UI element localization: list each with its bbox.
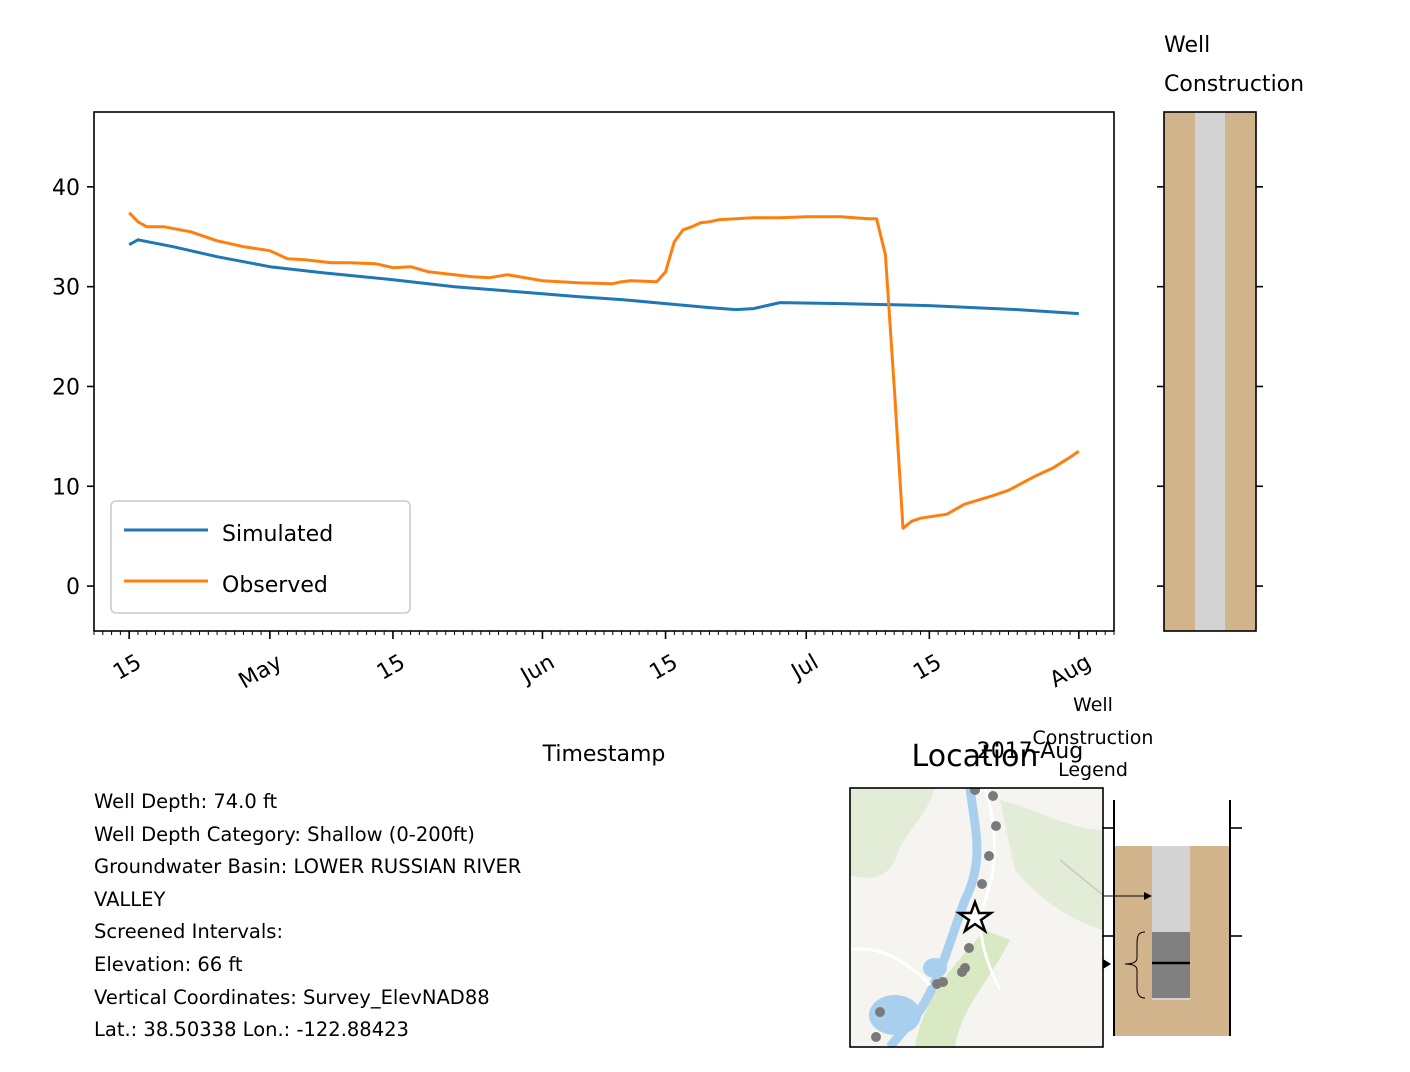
legend-panel-title-line2: Construction <box>1033 727 1154 749</box>
legend-panel-title-line3: Legend <box>1058 759 1128 781</box>
legend-label-observed: Observed <box>222 573 328 598</box>
nearby-well-dot <box>964 943 974 953</box>
x-tick-label: Jun <box>515 650 559 690</box>
well-construction-legend-panel: Well Construction Legend <box>1033 694 1242 1036</box>
map-frame <box>849 787 1104 1048</box>
legend: Simulated Observed <box>110 500 411 614</box>
legend-pointer-arrow-icon <box>1144 892 1152 900</box>
nearby-well-dot <box>871 1032 881 1042</box>
y-axis: 0 10 20 30 40 <box>52 176 94 600</box>
map-road <box>850 947 932 987</box>
x-tick-label: May <box>235 650 287 694</box>
lat-lon: Lat.: 38.50338 Lon.: -122.88423 <box>94 1018 409 1042</box>
groundwater-basin-cont: VALLEY <box>94 887 166 911</box>
elevation: Elevation: 66 ft <box>94 952 243 976</box>
y-tick-label: 0 <box>66 575 80 600</box>
map-pond <box>869 995 921 1035</box>
nearby-well-dot <box>875 1007 885 1017</box>
nearby-well-dot <box>988 791 998 801</box>
x-axis: 15 May 15 Jun 15 Jul 15 Aug <box>93 631 1115 694</box>
x-offset-label: 2017-Aug <box>977 739 1083 764</box>
y-tick-label: 10 <box>52 475 80 500</box>
nearby-wells <box>871 788 1001 1042</box>
map-vegetation <box>850 788 935 878</box>
screened-intervals: Screened Intervals: <box>94 920 284 944</box>
groundwater-basin: Groundwater Basin: LOWER RUSSIAN RIVER <box>94 855 522 879</box>
well-depth: Well Depth: 74.0 ft <box>94 790 278 813</box>
nearby-well-dot <box>977 879 987 889</box>
star-icon <box>955 898 995 935</box>
y-tick-label: 40 <box>52 176 80 201</box>
y-tick-label: 30 <box>52 276 80 301</box>
nearby-well-dot <box>970 788 980 795</box>
well-bore-fill <box>1195 112 1225 631</box>
well-panel-frame <box>1163 111 1257 632</box>
legend-panel-title-line1: Well <box>1073 694 1113 716</box>
series-line-observed <box>128 211 1080 530</box>
x-tick-label: 15 <box>373 650 410 686</box>
map-road <box>1059 859 1103 896</box>
legend-screen-fill <box>1152 932 1190 998</box>
series-layer <box>128 211 1080 530</box>
nearby-well-dot <box>960 963 970 973</box>
x-axis-label: Timestamp <box>542 742 666 767</box>
nearby-well-dot <box>984 851 994 861</box>
map-pond <box>923 958 947 978</box>
vertical-coordinates: Vertical Coordinates: Survey_ElevNAD88 <box>94 985 490 1009</box>
x-tick-label: 15 <box>909 650 946 686</box>
well-panel-title-line1: Well <box>1164 33 1210 58</box>
series-line-simulated <box>128 238 1079 316</box>
x-tick-label: Aug <box>1046 650 1096 693</box>
well-construction-panel: Well Construction <box>1157 33 1304 632</box>
nearby-well-dot <box>932 979 942 989</box>
well-panel-ticks <box>1157 186 1263 587</box>
y-tick-label: 20 <box>52 375 80 400</box>
well-panel-title-line2: Construction <box>1164 72 1304 97</box>
x-tick-label: Jul <box>786 650 823 686</box>
map-image <box>850 788 1103 1047</box>
location-map-panel: Location <box>849 739 1104 1048</box>
nearby-well-dot <box>991 821 1001 831</box>
well-depth-category: Well Depth Category: Shallow (0-200ft) <box>94 822 475 846</box>
x-tick-label: 15 <box>109 650 146 686</box>
legend-screen-bracket <box>1124 931 1146 999</box>
main-plot: 0 10 20 30 40 15 May 15 Jun 15 Jul 15 Aug Timestamp… <box>52 111 1115 767</box>
x-tick-label: 15 <box>646 650 683 686</box>
legend-label-simulated: Simulated <box>222 522 333 547</box>
map-road <box>979 788 1002 991</box>
map-vegetation <box>1000 800 1103 930</box>
legend-screen-arrow-icon <box>1103 959 1111 969</box>
well-info: Well Depth: 74.0 ft Well Depth Category:… <box>94 786 521 1047</box>
location-title: Location <box>912 739 1039 774</box>
